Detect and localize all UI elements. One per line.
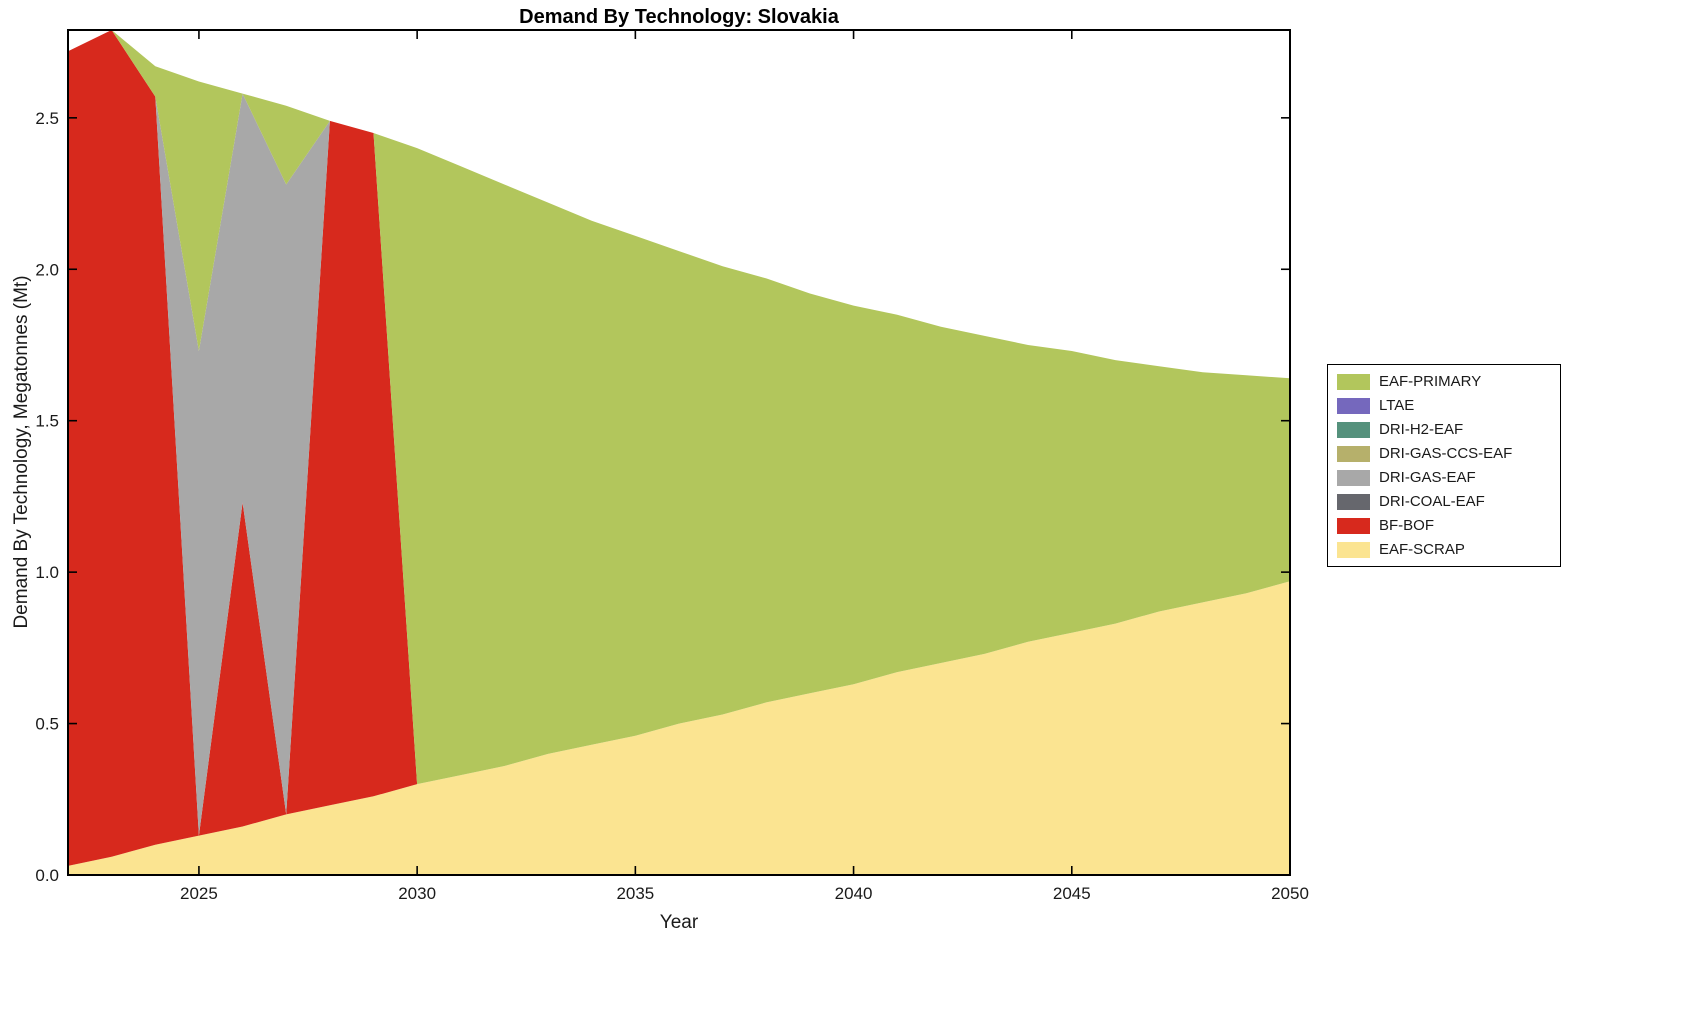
legend-entry: DRI-COAL-EAF (1337, 493, 1551, 510)
legend-entry: DRI-H2-EAF (1337, 421, 1551, 438)
legend-label: DRI-COAL-EAF (1379, 493, 1485, 510)
legend-entry: EAF-PRIMARY (1337, 373, 1551, 390)
y-tick-label: 0.0 (35, 866, 59, 885)
legend-label: BF-BOF (1379, 517, 1434, 534)
area-eaf-scrap (68, 581, 1290, 875)
legend-swatch (1337, 469, 1370, 486)
y-tick-label: 2.0 (35, 260, 59, 279)
x-tick-label: 2045 (1053, 884, 1091, 903)
legend-swatch (1337, 517, 1370, 534)
area-eaf-primary (68, 30, 1290, 785)
legend-entry: BF-BOF (1337, 517, 1551, 534)
legend-label: LTAE (1379, 397, 1415, 414)
legend-swatch (1337, 445, 1370, 462)
legend-entry: LTAE (1337, 397, 1551, 414)
legend-swatch (1337, 493, 1370, 510)
x-tick-label: 2025 (180, 884, 218, 903)
legend-label: DRI-GAS-EAF (1379, 469, 1476, 486)
area-bf-bof (68, 30, 1290, 866)
x-tick-label: 2040 (835, 884, 873, 903)
legend-swatch (1337, 397, 1370, 414)
legend-label: DRI-H2-EAF (1379, 421, 1464, 438)
legend-label: EAF-SCRAP (1379, 541, 1465, 558)
legend-swatch (1337, 541, 1370, 558)
x-tick-label: 2050 (1271, 884, 1309, 903)
tick-labels: 2025 2030 2035 2040 2045 2050 0.0 0.5 1.0 1.5 2.0 2… (35, 109, 1309, 903)
legend-entry: EAF-SCRAP (1337, 541, 1551, 558)
x-axis-label: Year (659, 912, 699, 933)
x-tick-label: 2035 (616, 884, 654, 903)
x-tick-label: 2030 (398, 884, 436, 903)
y-tick-label: 0.5 (35, 715, 59, 734)
legend-entry: DRI-GAS-CCS-EAF (1337, 445, 1551, 462)
legend-entry: DRI-GAS-EAF (1337, 469, 1551, 486)
legend-swatch (1337, 373, 1370, 390)
plot-border (67, 29, 1291, 876)
chart-title: Demand By Technology: Slovakia (519, 6, 839, 28)
y-tick-label: 1.5 (35, 412, 59, 431)
legend-swatch (1337, 421, 1370, 438)
legend-label: EAF-PRIMARY (1379, 373, 1482, 390)
stacked-areas (68, 30, 1290, 875)
legend-label: DRI-GAS-CCS-EAF (1379, 445, 1513, 462)
y-tick-label: 2.5 (35, 109, 59, 128)
legend: EAF-PRIMARY LTAE DRI-H2-EAF DRI-GAS-CCS-EAF… (1327, 364, 1561, 567)
y-tick-label: 1.0 (35, 563, 59, 582)
